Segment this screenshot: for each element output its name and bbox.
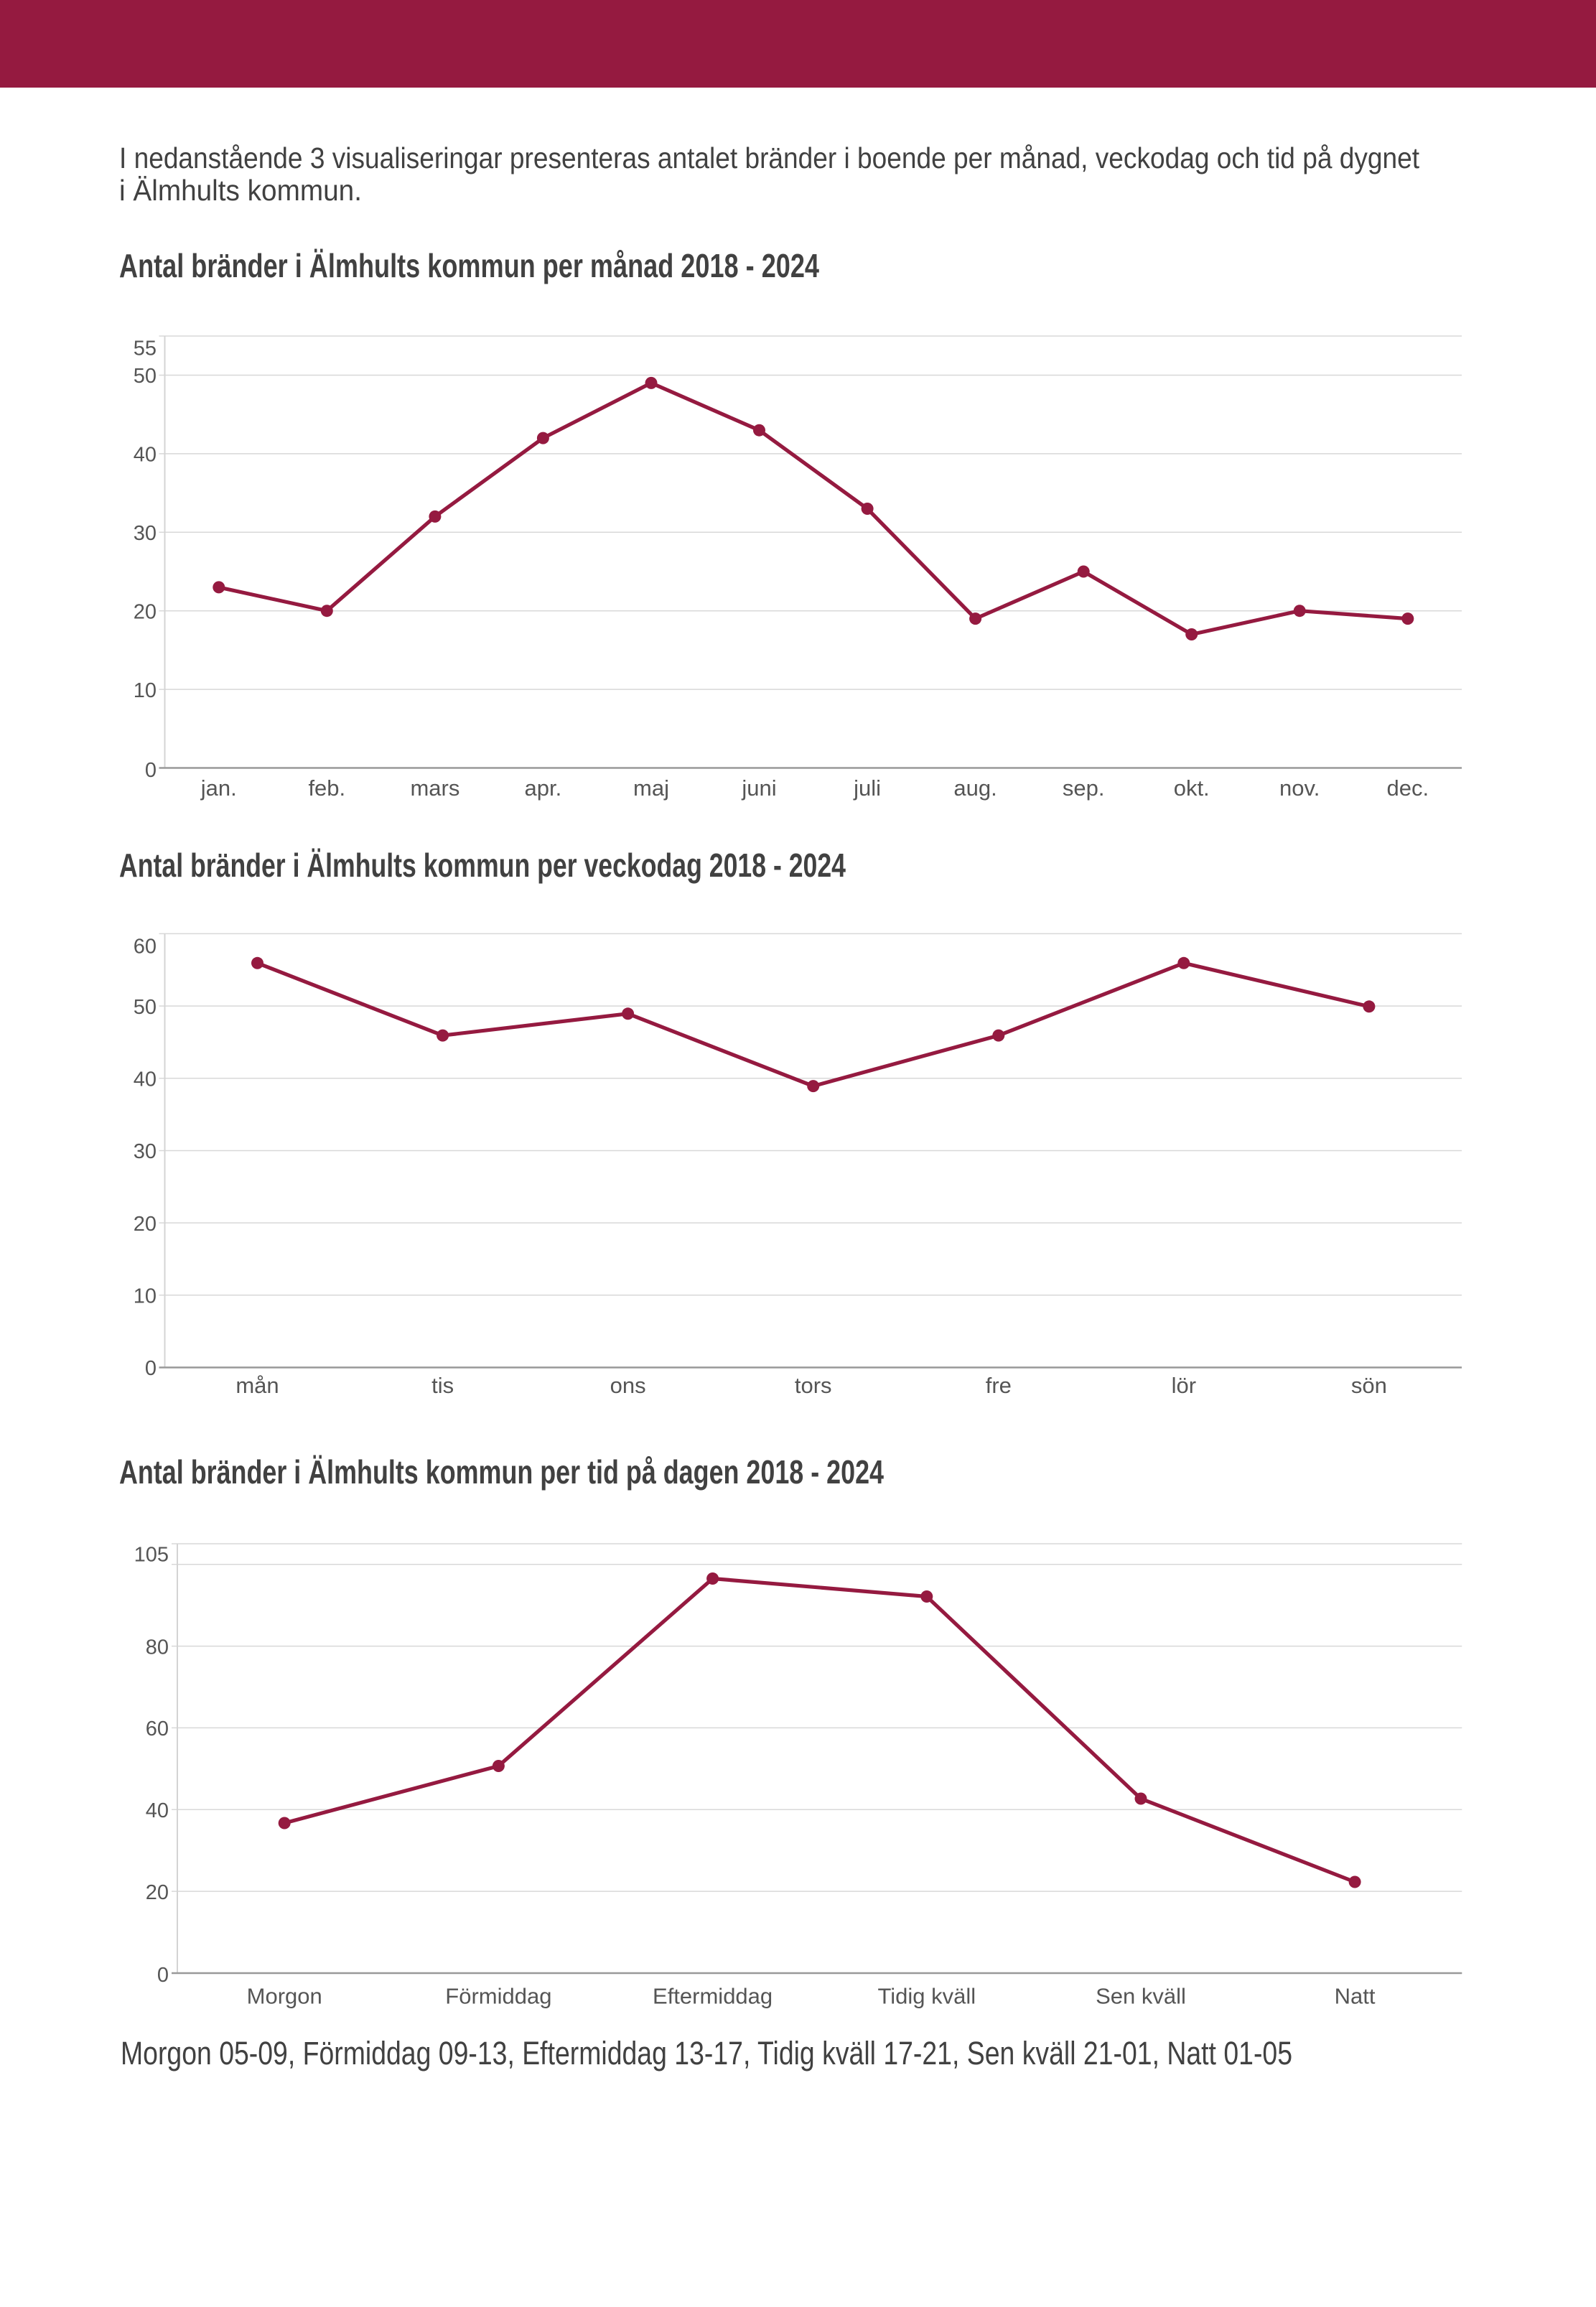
svg-text:55: 55 xyxy=(134,337,157,360)
svg-text:10: 10 xyxy=(134,1285,157,1308)
svg-text:fre: fre xyxy=(986,1373,1012,1398)
svg-text:20: 20 xyxy=(146,1881,169,1904)
svg-text:60: 60 xyxy=(134,936,157,959)
svg-text:dec.: dec. xyxy=(1386,775,1429,801)
svg-text:mån: mån xyxy=(235,1373,279,1398)
svg-text:sep.: sep. xyxy=(1063,775,1105,801)
svg-text:30: 30 xyxy=(134,522,157,545)
svg-text:30: 30 xyxy=(134,1140,157,1163)
svg-text:feb.: feb. xyxy=(308,775,345,801)
svg-text:0: 0 xyxy=(145,759,157,782)
svg-text:jan.: jan. xyxy=(200,775,237,801)
svg-text:apr.: apr. xyxy=(525,775,562,801)
svg-text:maj: maj xyxy=(633,775,669,801)
svg-text:ons: ons xyxy=(610,1373,646,1398)
svg-text:Eftermiddag: Eftermiddag xyxy=(653,1984,773,2009)
svg-text:20: 20 xyxy=(134,1213,157,1236)
svg-text:20: 20 xyxy=(134,600,157,623)
svg-text:80: 80 xyxy=(146,1636,169,1659)
svg-text:okt.: okt. xyxy=(1174,775,1210,801)
svg-text:sön: sön xyxy=(1351,1373,1387,1398)
svg-text:0: 0 xyxy=(157,1964,169,1987)
svg-text:lör: lör xyxy=(1172,1373,1196,1398)
svg-text:juni: juni xyxy=(741,775,776,801)
svg-text:40: 40 xyxy=(146,1799,169,1822)
svg-text:Morgon: Morgon xyxy=(247,1984,322,2009)
svg-text:juli: juli xyxy=(853,775,881,801)
svg-text:tis: tis xyxy=(431,1373,454,1398)
svg-text:0: 0 xyxy=(145,1357,157,1380)
svg-text:nov.: nov. xyxy=(1279,775,1320,801)
svg-text:Tidig kväll: Tidig kväll xyxy=(877,1984,976,2009)
svg-text:i Älmhults kommun.: i Älmhults kommun. xyxy=(119,174,362,207)
svg-text:tors: tors xyxy=(795,1373,832,1398)
svg-text:Morgon 05-09, Förmiddag 09-13,: Morgon 05-09, Förmiddag 09-13, Eftermidd… xyxy=(121,2035,1292,2071)
svg-text:Sen kväll: Sen kväll xyxy=(1096,1984,1186,2009)
svg-text:40: 40 xyxy=(134,1068,157,1091)
svg-text:10: 10 xyxy=(134,679,157,702)
svg-text:60: 60 xyxy=(146,1718,169,1740)
svg-text:40: 40 xyxy=(134,444,157,467)
svg-text:50: 50 xyxy=(134,996,157,1019)
svg-text:mars: mars xyxy=(410,775,459,801)
svg-text:I nedanstående 3 visualisering: I nedanstående 3 visualiseringar present… xyxy=(119,141,1420,174)
svg-text:Natt: Natt xyxy=(1335,1984,1376,2009)
svg-text:50: 50 xyxy=(134,365,157,388)
svg-text:Antal bränder i Älmhults kommu: Antal bränder i Älmhults kommun per veck… xyxy=(119,847,846,884)
svg-text:aug.: aug. xyxy=(953,775,997,801)
svg-text:Antal bränder i Älmhults kommu: Antal bränder i Älmhults kommun per tid … xyxy=(119,1453,884,1491)
svg-text:Antal bränder i Älmhults kommu: Antal bränder i Älmhults kommun per måna… xyxy=(119,247,819,284)
svg-text:105: 105 xyxy=(134,1544,169,1567)
svg-text:Förmiddag: Förmiddag xyxy=(445,1984,551,2009)
